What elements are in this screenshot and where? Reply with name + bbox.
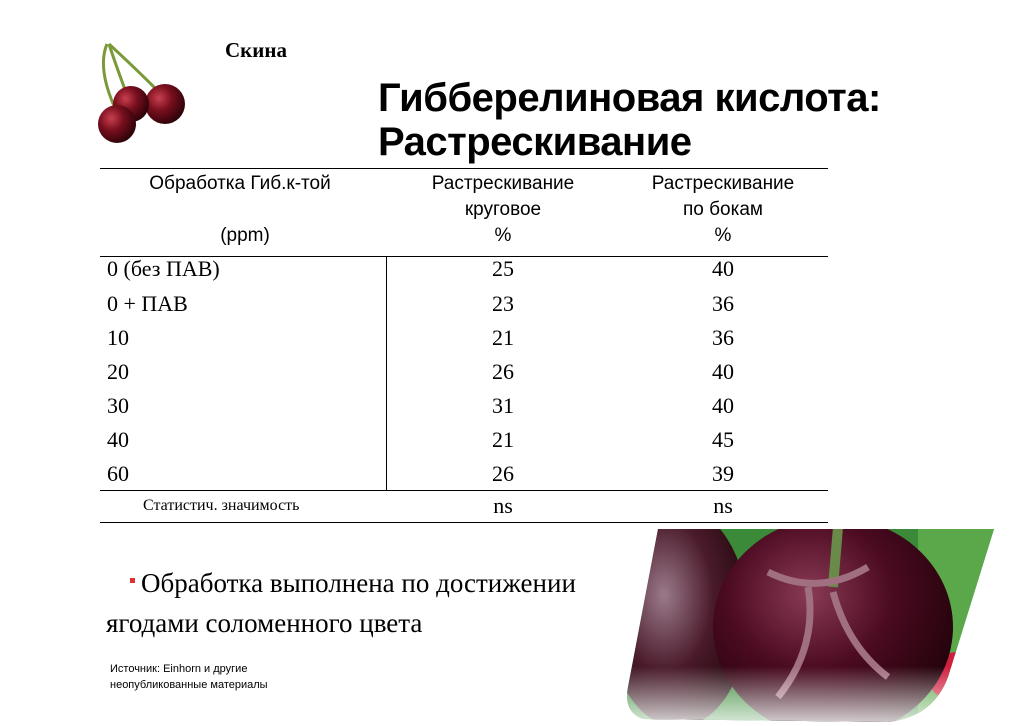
cherries-image <box>98 42 185 143</box>
header-text: % <box>714 225 732 246</box>
circular-cell: 25 <box>492 256 514 281</box>
circular-cell: 23 <box>492 291 514 316</box>
header-circular: Растрескивание круговое % <box>403 171 603 249</box>
header-text: Растрескивание <box>651 173 795 194</box>
title-line-1: Гибберелиновая кислота: <box>378 76 881 120</box>
table-bottom-rule <box>100 522 828 523</box>
note-bullet: Обработка выполнена по достижении ягодам… <box>106 563 576 643</box>
treatment-cell: 30 <box>107 393 129 418</box>
circular-cell: 21 <box>492 325 514 350</box>
treatment-cell: 60 <box>107 461 129 486</box>
stat-rule <box>100 490 828 491</box>
stat-label: Статистич. значимость <box>143 497 300 514</box>
header-text: Растрескивание <box>431 173 575 194</box>
header-text: % <box>494 225 512 246</box>
source-note: Источник: Einhorn и другие неопубликован… <box>110 661 268 693</box>
stat-side: ns <box>713 493 733 518</box>
side-cell: 40 <box>712 393 734 418</box>
circular-cell: 31 <box>492 393 514 418</box>
header-text: по бокам <box>683 199 763 220</box>
source-line-1: Источник: Einhorn и другие <box>110 663 248 675</box>
bullet-line-1: Обработка выполнена по достижении <box>141 568 576 598</box>
header-rule <box>100 256 828 257</box>
treatment-cell: 20 <box>107 359 129 384</box>
table-top-rule <box>100 168 828 169</box>
bullet-line-2: ягодами соломенного цвета <box>106 608 423 638</box>
treatment-cell: 10 <box>107 325 129 350</box>
stat-circular: ns <box>493 493 513 518</box>
bullet-icon <box>130 578 135 584</box>
side-cell: 39 <box>712 461 734 486</box>
header-text: круговое <box>464 199 542 220</box>
treatment-cell: 0 + ПАВ <box>107 291 188 316</box>
treatment-cell: 40 <box>107 427 129 452</box>
circular-cell: 26 <box>492 359 514 384</box>
side-cell: 40 <box>712 359 734 384</box>
header-treatment: Обработка Гиб.к-той (ppm) <box>110 171 370 249</box>
side-cell: 40 <box>712 256 734 281</box>
circular-cell: 21 <box>492 427 514 452</box>
side-cell: 36 <box>712 325 734 350</box>
cracked-cherry-photo <box>627 529 994 722</box>
side-cell: 45 <box>712 427 734 452</box>
header-text: (ppm) <box>220 225 270 246</box>
circular-cell: 26 <box>492 461 514 486</box>
source-line-2: неопубликованные материалы <box>110 679 268 691</box>
variety-label: Скина <box>225 38 287 62</box>
header-text: Обработка Гиб.к-той <box>149 173 331 194</box>
header-side: Растрескивание по бокам % <box>623 171 823 249</box>
title-line-2: Растрескивание <box>378 120 692 164</box>
treatment-cell: 0 (без ПАВ) <box>107 256 220 281</box>
side-cell: 36 <box>712 291 734 316</box>
slide-title: Гибберелиновая кислота: Растрескивание <box>378 76 881 164</box>
column-divider <box>386 256 387 490</box>
